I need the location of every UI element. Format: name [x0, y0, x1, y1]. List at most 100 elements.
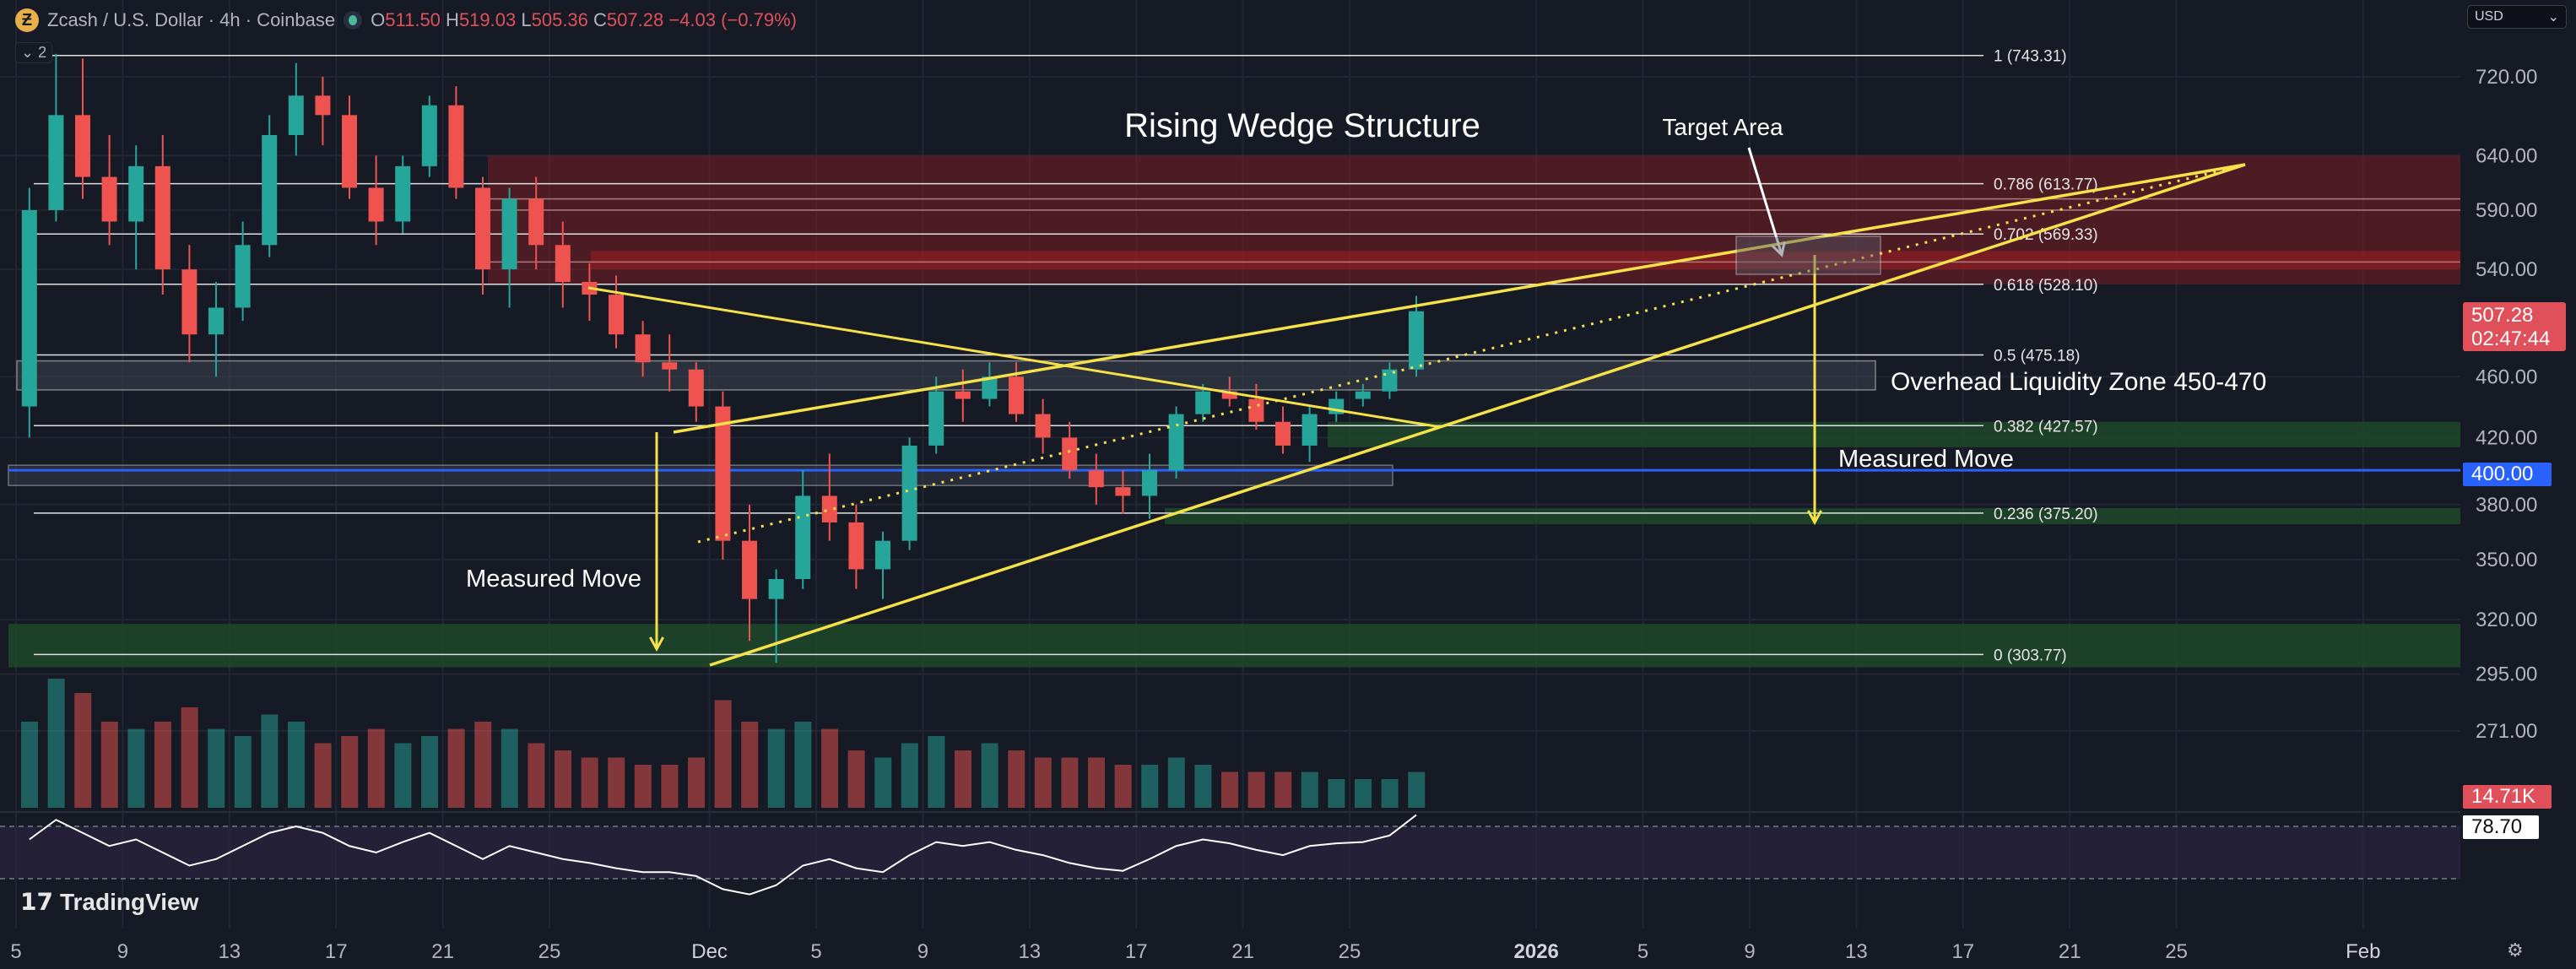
fib-label: 0.618 (528.10): [1994, 277, 2098, 295]
candle-body: [1409, 311, 1424, 370]
time-tick: 13: [1845, 940, 1868, 963]
candle-body: [1302, 414, 1318, 446]
volume-bar: [928, 736, 945, 808]
price-tick: 271.00: [2476, 720, 2537, 743]
fib-label: 0.236 (375.20): [1994, 506, 2098, 523]
candle-body: [609, 295, 624, 335]
candle-body: [48, 115, 64, 210]
time-tick: Feb: [2346, 940, 2380, 963]
time-tick: 21: [431, 940, 454, 963]
time-tick: 25: [1339, 940, 1361, 963]
time-tick: 25: [2165, 940, 2188, 963]
candle-body: [662, 362, 678, 370]
drawings[interactable]: Rising Wedge Structure Target Area Measure…: [466, 107, 2266, 667]
time-tick: 17: [1951, 940, 1974, 963]
volume-bar: [741, 722, 759, 808]
volume-bar: [234, 736, 252, 808]
symbol-title[interactable]: Zcash / U.S. Dollar · 4h · Coinbase: [47, 9, 336, 30]
time-tick: 17: [325, 940, 348, 963]
chart-settings-icon[interactable]: ⚙: [2507, 939, 2524, 961]
volume-bar: [955, 750, 971, 808]
volume-bar: [555, 750, 571, 808]
volume-bar: [1034, 757, 1052, 808]
candle-body: [848, 522, 864, 570]
volume-bar: [1194, 765, 1212, 808]
target-arrow: [1747, 147, 1783, 256]
candle-body: [821, 495, 837, 522]
volume-bar: [314, 743, 332, 808]
volume-bar: [127, 728, 145, 808]
candle-body: [128, 165, 144, 222]
volume-bar: [1008, 750, 1026, 808]
target-area-box: [1735, 235, 1881, 275]
measured-move-arrow-right-head: [1807, 510, 1822, 526]
volume-bar: [767, 728, 785, 808]
volume-bar: [474, 722, 492, 808]
price-change: −4.03 (−0.79%): [668, 9, 798, 30]
volume-bars: [21, 679, 1426, 808]
fibonacci-retracement[interactable]: 1 (743.31) 0.786 (613.77) 0.702 (569.33) 0.…: [34, 48, 2098, 665]
candle-body: [342, 115, 357, 188]
candle-body: [395, 165, 411, 222]
time-axis[interactable]: 5 9 13 17 21 25 Dec 5 9 13 17 21 25 2026 5 9 13 17 21 25 Feb: [10, 940, 2380, 963]
fib-label: 0.5 (475.18): [1994, 348, 2080, 365]
candle-body: [715, 406, 731, 541]
chart-title: Rising Wedge Structure: [1124, 107, 1480, 144]
candle-body: [1062, 437, 1078, 471]
rsi-line: [29, 814, 1417, 896]
time-tick: 25: [538, 940, 561, 963]
price-tick: 590.00: [2476, 199, 2537, 222]
volume-bar: [74, 693, 92, 808]
candle-body: [1168, 414, 1184, 471]
wedge-upper-line: [673, 163, 2246, 434]
time-tick: 5: [810, 940, 821, 963]
volume-bar: [341, 736, 359, 808]
candle-body: [1355, 391, 1371, 399]
volume-bar: [1247, 771, 1265, 808]
volume-bar: [1355, 779, 1372, 808]
volume-bar: [288, 722, 305, 808]
volume-bar: [181, 707, 198, 808]
indicators-toggle[interactable]: ⌄ 2: [15, 42, 53, 63]
volume-bar: [794, 722, 812, 808]
volume-bar: [367, 728, 385, 808]
candle-body: [181, 269, 198, 335]
volume-bar: [714, 700, 732, 808]
candle-body: [368, 187, 384, 222]
zcash-logo-icon: Ƶ: [15, 8, 39, 32]
candle-body: [421, 105, 437, 166]
last-price-tag: 507.28 02:47:44: [2463, 302, 2566, 351]
candle-body: [1248, 398, 1264, 422]
level-400-tag: 400.00: [2463, 463, 2552, 486]
candle-body: [742, 540, 757, 599]
candle-body: [475, 187, 490, 270]
time-tick: 5: [10, 940, 21, 963]
volume-bar: [1221, 771, 1238, 808]
candle-body: [768, 578, 784, 599]
candle-body: [448, 105, 464, 188]
volume-bar: [47, 679, 65, 808]
symbol-header: Ƶ Zcash / U.S. Dollar · 4h · Coinbase O5…: [15, 8, 797, 32]
time-tick: 2026: [1514, 940, 1559, 963]
currency-select[interactable]: USD ⌄: [2467, 5, 2567, 29]
volume-bar: [634, 765, 652, 808]
volume-bar: [688, 757, 705, 808]
price-tick: 295.00: [2476, 663, 2537, 686]
tradingview-logo-icon: 𝟭𝟳: [20, 889, 53, 915]
volume-bar: [1408, 771, 1426, 808]
tradingview-logo[interactable]: 𝟭𝟳 TradingView: [20, 888, 199, 916]
volume-bar: [1274, 771, 1292, 808]
candle-body: [1115, 487, 1131, 496]
volume-bar: [1061, 757, 1079, 808]
volume-bar: [21, 722, 38, 808]
candle-body: [75, 115, 90, 177]
market-status-icon[interactable]: [344, 11, 363, 30]
price-tick: 640.00: [2476, 144, 2537, 167]
candle-body: [154, 165, 170, 270]
candle-body: [795, 495, 811, 579]
target-area-label: Target Area: [1662, 114, 1783, 140]
rsi-pane: [0, 811, 2460, 896]
volume-bar: [1114, 765, 1132, 808]
resistance-zone-core: [591, 251, 2460, 270]
